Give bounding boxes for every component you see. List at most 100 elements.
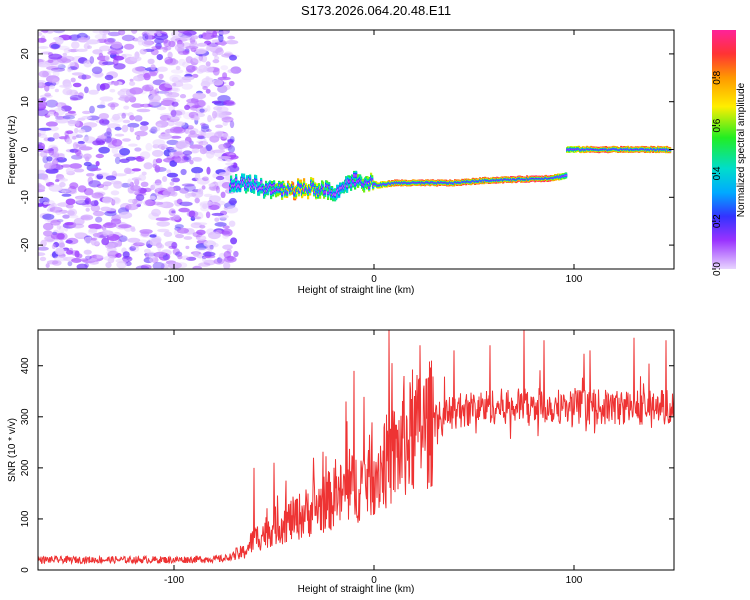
noise-speck — [185, 45, 199, 50]
noise-speck — [74, 149, 81, 154]
noise-speck — [74, 232, 87, 238]
noise-speck — [38, 184, 46, 192]
noise-speck — [102, 196, 113, 204]
noise-speck — [122, 251, 130, 258]
noise-speck — [46, 75, 60, 83]
noise-speck — [194, 247, 208, 251]
noise-speck — [144, 35, 156, 40]
noise-speck — [155, 42, 162, 50]
noise-speck — [118, 224, 132, 229]
noise-speck — [55, 179, 60, 183]
noise-speck — [229, 120, 235, 129]
snr-series-line — [38, 330, 674, 566]
noise-speck — [51, 67, 65, 72]
noise-speck — [50, 43, 60, 49]
noise-speck — [142, 33, 149, 41]
noise-speck — [44, 84, 50, 92]
ridge-cell — [355, 174, 358, 177]
noise-speck — [135, 194, 145, 201]
noise-speck — [151, 45, 164, 50]
noise-speck — [38, 82, 46, 89]
noise-speck — [53, 112, 59, 117]
y-tick-label: 0 — [20, 567, 31, 573]
noise-speck — [69, 148, 79, 153]
noise-speck — [175, 234, 184, 239]
noise-speck — [181, 76, 195, 81]
noise-speck — [194, 211, 204, 220]
noise-speck — [174, 224, 184, 229]
noise-speck — [101, 237, 110, 246]
noise-speck — [38, 144, 45, 152]
noise-speck — [117, 112, 130, 116]
ridge-cell — [270, 191, 273, 194]
noise-speck — [150, 126, 158, 134]
noise-speck — [139, 48, 147, 55]
noise-speck — [191, 35, 199, 40]
colorbar-ticks: 0.0 0.2 0.4 0.6 0.8 — [712, 70, 723, 276]
noise-speck — [138, 174, 147, 182]
noise-speck — [63, 83, 73, 89]
noise-speck — [172, 87, 181, 93]
noise-speck — [149, 234, 157, 238]
noise-speck — [226, 255, 235, 262]
ridge-cell — [327, 192, 330, 195]
noise-speck — [83, 249, 92, 255]
noise-speck — [118, 235, 128, 242]
noise-speck — [58, 242, 65, 248]
noise-speck — [166, 94, 173, 99]
noise-speck — [97, 135, 107, 140]
x-tick-label: 100 — [566, 274, 583, 285]
noise-speck — [217, 76, 231, 81]
noise-speck — [196, 177, 210, 185]
noise-speck — [68, 214, 79, 219]
noise-speck — [167, 120, 175, 127]
noise-speck — [186, 210, 199, 218]
ridge-cell — [312, 183, 315, 186]
noise-speck — [92, 240, 100, 246]
noise-speck — [46, 260, 59, 265]
colorbar-tick-label: 0.0 — [712, 262, 723, 276]
noise-speck — [87, 45, 92, 49]
noise-speck — [183, 112, 195, 120]
noise-speck — [110, 190, 120, 196]
noise-speck — [146, 30, 157, 34]
noise-speck — [209, 92, 218, 97]
noise-speck — [211, 212, 224, 216]
noise-speck — [135, 265, 150, 269]
noise-speck — [179, 201, 193, 207]
noise-speck — [141, 40, 153, 47]
noise-speck — [72, 135, 77, 140]
noise-speck — [221, 230, 231, 235]
noise-speck — [166, 169, 172, 174]
noise-speck — [156, 221, 170, 227]
noise-speck — [47, 137, 55, 142]
noise-speck — [42, 30, 49, 34]
noise-speck — [152, 237, 161, 243]
noise-speck — [167, 262, 182, 269]
noise-speck — [75, 143, 81, 149]
noise-speck — [159, 114, 172, 121]
noise-speck — [56, 224, 61, 230]
noise-speck — [191, 166, 204, 174]
ridge-cell — [271, 185, 274, 188]
noise-speck — [118, 211, 133, 219]
ridge-cell — [235, 179, 238, 181]
noise-speck — [94, 33, 106, 40]
noise-speck — [181, 255, 190, 261]
noise-speck — [75, 134, 83, 138]
noise-speck — [202, 138, 207, 147]
noise-speck — [85, 207, 90, 212]
noise-speck — [56, 115, 71, 120]
noise-speck — [52, 69, 60, 77]
noise-speck — [88, 228, 98, 233]
noise-speck — [121, 124, 129, 133]
noise-speck — [53, 132, 60, 140]
noise-speck — [144, 253, 150, 259]
noise-speck — [194, 197, 200, 204]
noise-speck — [47, 69, 59, 73]
noise-speck — [170, 69, 184, 74]
noise-speck — [111, 147, 119, 155]
colorbar-tick-label: 0.4 — [712, 166, 723, 180]
